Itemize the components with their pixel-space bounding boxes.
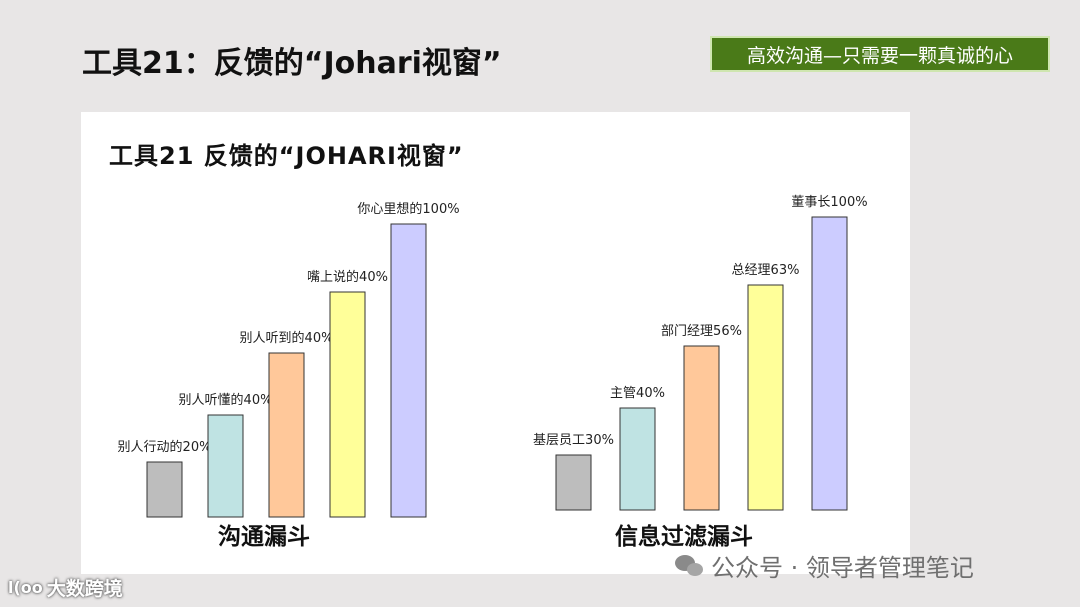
bar-2-2 <box>619 407 656 511</box>
bar-1-3 <box>268 352 305 518</box>
bar-1-2 <box>207 414 244 518</box>
wechat-icon <box>675 554 705 577</box>
bar-label-1-2: 别人听懂的40% <box>179 392 273 408</box>
bar-label-1-3: 别人听到的40% <box>240 330 334 346</box>
bar-1-1 <box>146 461 183 518</box>
bar-label-2-1: 基层员工30% <box>533 433 614 448</box>
communication-funnel-chart: 别人行动的20% 别人听懂的40% 别人听到的40% 嘴上说的40% 你心里想的100%… <box>118 201 460 550</box>
bar-label-1-5: 你心里想的100% <box>357 201 459 217</box>
corner-logo: l(oo 大数跨境 <box>8 574 123 601</box>
logo-icon: l(oo <box>8 578 43 597</box>
bar-1-5 <box>390 223 427 518</box>
tagline-banner: 高效沟通—只需要一颗真诚的心 <box>710 36 1050 72</box>
bar-label-2-2: 主管40% <box>610 386 665 401</box>
logo-text: 大数跨境 <box>46 578 123 600</box>
bar-label-2-5: 董事长100% <box>791 195 867 210</box>
chart-panel: 工具21 反馈的“JOHARI视窗” 别人行动的20% 别人听懂的40% 别人听到的… <box>81 112 910 574</box>
watermark: 公众号 · 领导者管理笔记 <box>675 548 974 583</box>
bar-label-1-4: 嘴上说的40% <box>307 269 388 285</box>
bar-label-2-4: 总经理63% <box>732 263 800 278</box>
charts-svg: 别人行动的20% 别人听懂的40% 别人听到的40% 嘴上说的40% 你心里想的100%… <box>118 195 868 550</box>
bar-2-5 <box>811 216 848 511</box>
bar-label-1-1: 别人行动的20% <box>118 439 212 455</box>
watermark-text: 公众号 · 领导者管理笔记 <box>711 554 974 582</box>
bar-2-1 <box>555 454 592 511</box>
chart-title-2: 信息过滤漏斗 <box>615 523 753 550</box>
bar-1-4 <box>329 291 366 518</box>
bar-label-2-3: 部门经理56% <box>661 324 742 339</box>
bar-2-4 <box>747 284 784 511</box>
information-filter-chart: 基层员工30% 主管40% 部门经理56% 总经理63% 董事长100% 信息过滤漏斗 <box>533 195 868 550</box>
chart-title-1: 沟通漏斗 <box>218 523 310 550</box>
bar-2-3 <box>683 345 720 511</box>
slide-title: 工具21：反馈的“Johari视窗” <box>82 46 502 81</box>
panel-title: 工具21 反馈的“JOHARI视窗” <box>109 142 464 170</box>
